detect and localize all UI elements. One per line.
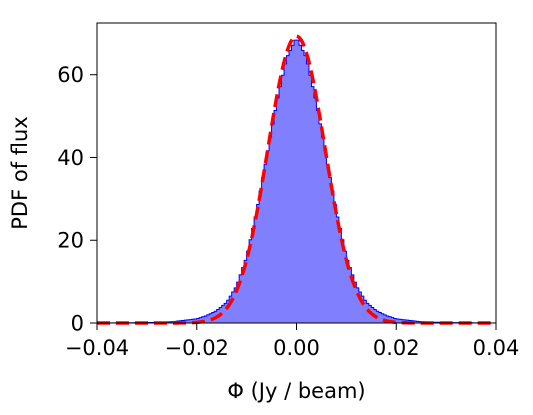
y-tick-label: 60 [57,63,84,87]
flux-histogram [96,39,497,324]
x-tick-label: −0.04 [65,336,129,360]
x-tick-label: 0.04 [473,336,520,360]
x-axis-label: Φ (Jy / beam) [227,379,365,403]
y-tick-label: 40 [57,146,84,170]
axis-ticks: −0.04 −0.02 0.00 0.02 0.04 0 20 40 60 [57,63,519,360]
y-tick-label: 20 [57,229,84,253]
x-tick-label: 0.02 [373,336,420,360]
y-tick-label: 0 [71,312,84,336]
x-tick-label: 0.00 [273,336,320,360]
plot-area [96,34,497,325]
y-axis-label: PDF of flux [8,116,32,229]
x-tick-label: −0.02 [165,336,229,360]
